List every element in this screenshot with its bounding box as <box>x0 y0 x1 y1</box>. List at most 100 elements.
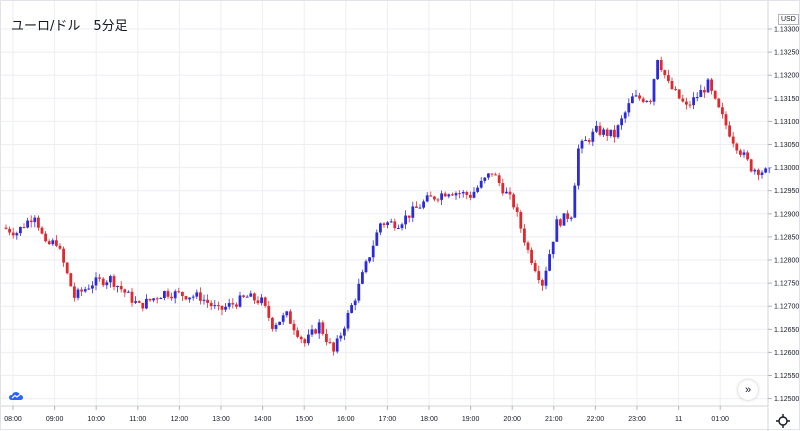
candle-body <box>404 215 407 225</box>
candle-up <box>627 98 631 117</box>
candle-down <box>508 187 512 200</box>
candle-up <box>584 136 587 142</box>
candle-body <box>440 193 443 200</box>
candle-body <box>170 296 173 299</box>
candle-down <box>677 89 681 100</box>
candle-body <box>580 140 584 149</box>
candle-body <box>109 276 112 283</box>
candle-body <box>598 125 602 135</box>
candle-down <box>749 158 753 173</box>
candle-down <box>292 319 296 336</box>
candle-body <box>202 299 206 301</box>
candle-up <box>699 84 703 98</box>
candle-down <box>458 190 461 199</box>
candle-body <box>397 228 400 230</box>
candle-down <box>605 127 609 142</box>
candle-body <box>742 152 746 155</box>
candle-body <box>472 191 476 198</box>
candle-body <box>501 183 505 194</box>
candle-down <box>501 178 505 196</box>
candle-body <box>652 79 656 102</box>
candle-body <box>44 233 47 242</box>
candle-up <box>159 297 163 300</box>
candle-body <box>645 100 649 102</box>
candle-body <box>717 98 721 108</box>
candle-body <box>296 330 299 337</box>
gear-icon[interactable] <box>775 413 791 429</box>
candle-body <box>728 125 731 137</box>
candle-up <box>188 297 191 303</box>
candle-down <box>37 215 40 231</box>
candle-down <box>429 191 433 197</box>
candle-body <box>260 297 263 304</box>
candle-up <box>425 192 429 203</box>
candle-down <box>433 195 436 202</box>
candle-body <box>764 168 767 173</box>
candle-body <box>33 217 37 223</box>
candle-body <box>519 211 523 229</box>
candle-body <box>753 169 757 172</box>
grid-layer <box>1 1 768 406</box>
candle-body <box>299 336 303 340</box>
scroll-to-realtime-button[interactable]: » <box>738 380 758 400</box>
candle-up <box>227 298 231 310</box>
candle-body <box>227 303 231 307</box>
candle-body <box>638 95 641 99</box>
y-tick-label: 1.13000 <box>774 165 799 172</box>
candle-body <box>238 295 242 307</box>
candle-up <box>375 229 379 247</box>
tradingview-cloud-icon[interactable] <box>9 391 23 401</box>
candle-up <box>127 290 130 293</box>
candle-body <box>51 240 55 245</box>
candle-down <box>382 222 386 228</box>
candle-body <box>526 242 530 250</box>
candle-body <box>37 217 40 228</box>
candle-up <box>274 322 278 332</box>
candle-body <box>188 297 191 300</box>
candle-body <box>112 276 116 287</box>
candle-up <box>573 182 577 218</box>
candle-up <box>310 324 314 337</box>
candle-down <box>137 300 141 304</box>
candle-down <box>649 99 652 105</box>
price-axis[interactable]: 1.13300 1.13250 1.13200 1.13150 1.13100 1.130… <box>767 1 799 431</box>
candle-up <box>400 222 404 231</box>
candle-body <box>105 282 109 286</box>
candle-up <box>249 290 253 297</box>
candle-up <box>19 226 22 236</box>
candle-down <box>724 111 728 130</box>
candle-body <box>677 89 681 99</box>
candle-body <box>623 112 627 119</box>
candle-body <box>307 334 310 344</box>
y-tick-label: 1.12650 <box>774 327 799 334</box>
time-axis[interactable]: 08:00 09:00 10:00 11:00 12:00 13:00 14:00 15:00… <box>1 405 768 423</box>
candle-body <box>4 227 8 229</box>
candle-up <box>609 129 613 138</box>
x-tick-label: 20:00 <box>503 416 521 423</box>
candle-body <box>235 304 238 307</box>
candle-body <box>141 302 145 309</box>
candle-body <box>523 228 526 243</box>
candle-up <box>202 294 206 305</box>
candle-up <box>87 284 91 290</box>
candle-body <box>512 194 515 208</box>
y-tick-label: 1.12800 <box>774 258 799 265</box>
candle-down <box>220 305 224 316</box>
candle-body <box>479 180 483 188</box>
candle-down <box>47 239 51 245</box>
candle-down <box>4 224 8 230</box>
candle-body <box>271 317 274 329</box>
candle-body <box>724 114 728 126</box>
candle-down <box>69 272 73 287</box>
candle-body <box>670 80 674 90</box>
y-tick-label: 1.12900 <box>774 211 799 218</box>
candle-down <box>217 301 220 311</box>
candle-body <box>130 291 134 303</box>
candle-body <box>332 342 335 352</box>
candle-down <box>123 288 127 298</box>
x-tick-label: 17:00 <box>379 416 397 423</box>
x-tick-label: 22:00 <box>587 416 605 423</box>
candle-up <box>645 99 649 103</box>
candle-body <box>11 232 15 236</box>
